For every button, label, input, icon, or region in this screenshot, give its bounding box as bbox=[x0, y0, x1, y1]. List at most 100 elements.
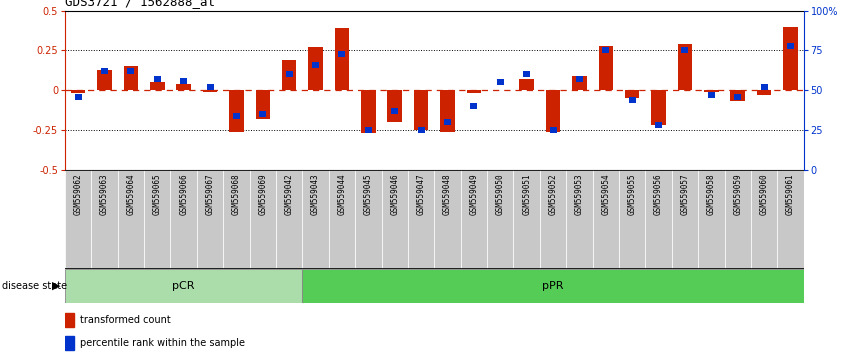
Bar bbox=[520, 79, 534, 90]
Text: ▶: ▶ bbox=[52, 281, 61, 291]
Text: GSM559046: GSM559046 bbox=[391, 173, 399, 215]
Bar bbox=[734, 93, 741, 100]
Bar bbox=[414, 90, 429, 130]
Bar bbox=[223, 170, 249, 269]
Bar bbox=[387, 90, 402, 122]
Bar bbox=[249, 170, 276, 269]
Bar bbox=[566, 170, 592, 269]
Bar bbox=[391, 108, 398, 114]
Bar bbox=[592, 170, 619, 269]
Bar bbox=[124, 67, 139, 90]
Text: GSM559048: GSM559048 bbox=[443, 173, 452, 215]
Bar bbox=[203, 90, 217, 92]
Text: GSM559049: GSM559049 bbox=[469, 173, 478, 215]
Text: percentile rank within the sample: percentile rank within the sample bbox=[81, 338, 245, 348]
Bar bbox=[497, 79, 504, 85]
Bar bbox=[576, 76, 583, 82]
Bar bbox=[65, 170, 91, 269]
Text: GSM559047: GSM559047 bbox=[417, 173, 425, 215]
Text: GSM559053: GSM559053 bbox=[575, 173, 584, 215]
Text: GDS3721 / 1562888_at: GDS3721 / 1562888_at bbox=[65, 0, 215, 8]
Bar bbox=[730, 90, 745, 101]
Bar bbox=[598, 46, 613, 90]
Text: GSM559052: GSM559052 bbox=[548, 173, 558, 215]
Bar bbox=[682, 47, 688, 53]
Text: GSM559058: GSM559058 bbox=[707, 173, 716, 215]
Bar bbox=[177, 84, 191, 90]
Bar bbox=[365, 127, 372, 133]
Bar bbox=[434, 170, 461, 269]
Bar bbox=[308, 47, 323, 90]
Bar bbox=[619, 170, 645, 269]
Bar bbox=[783, 27, 798, 90]
Text: transformed count: transformed count bbox=[81, 315, 171, 325]
Bar bbox=[101, 68, 108, 74]
Text: GSM559043: GSM559043 bbox=[311, 173, 320, 215]
Bar bbox=[339, 51, 346, 57]
Bar bbox=[144, 170, 171, 269]
Text: pCR: pCR bbox=[172, 281, 195, 291]
Bar bbox=[672, 170, 698, 269]
Bar bbox=[629, 97, 636, 103]
Bar bbox=[751, 170, 778, 269]
Bar bbox=[760, 84, 767, 90]
Bar bbox=[229, 90, 243, 132]
Bar bbox=[334, 28, 349, 90]
Bar bbox=[329, 170, 355, 269]
Bar bbox=[171, 170, 197, 269]
Bar bbox=[408, 170, 434, 269]
Bar bbox=[725, 170, 751, 269]
Bar bbox=[154, 76, 161, 82]
Bar bbox=[698, 170, 725, 269]
Bar bbox=[514, 170, 540, 269]
Text: pPR: pPR bbox=[542, 281, 564, 291]
Bar bbox=[550, 127, 557, 133]
Text: GSM559067: GSM559067 bbox=[205, 173, 215, 215]
Bar bbox=[444, 119, 451, 125]
Bar bbox=[65, 336, 74, 350]
Text: GSM559057: GSM559057 bbox=[681, 173, 689, 215]
Bar bbox=[461, 170, 487, 269]
Text: GSM559060: GSM559060 bbox=[759, 173, 768, 215]
Text: GSM559068: GSM559068 bbox=[232, 173, 241, 215]
Bar bbox=[91, 170, 118, 269]
Bar bbox=[523, 71, 530, 78]
Bar bbox=[361, 90, 376, 133]
Text: GSM559045: GSM559045 bbox=[364, 173, 373, 215]
Bar bbox=[704, 90, 719, 92]
Bar bbox=[71, 90, 86, 93]
Text: GSM559059: GSM559059 bbox=[734, 173, 742, 215]
Bar bbox=[470, 103, 477, 109]
Bar bbox=[540, 170, 566, 269]
Bar bbox=[440, 90, 455, 132]
Bar bbox=[276, 170, 302, 269]
Bar bbox=[787, 42, 794, 49]
Text: GSM559042: GSM559042 bbox=[285, 173, 294, 215]
Bar bbox=[572, 76, 586, 90]
Bar bbox=[417, 127, 424, 133]
Bar bbox=[150, 82, 165, 90]
Text: GSM559062: GSM559062 bbox=[74, 173, 82, 215]
Bar bbox=[382, 170, 408, 269]
Bar bbox=[625, 90, 639, 98]
Text: GSM559063: GSM559063 bbox=[100, 173, 109, 215]
Text: GSM559064: GSM559064 bbox=[126, 173, 135, 215]
Text: GSM559069: GSM559069 bbox=[258, 173, 268, 215]
Bar bbox=[74, 93, 81, 100]
Bar bbox=[118, 170, 144, 269]
Text: GSM559065: GSM559065 bbox=[152, 173, 162, 215]
Text: GSM559051: GSM559051 bbox=[522, 173, 531, 215]
Bar bbox=[180, 78, 187, 84]
Bar bbox=[487, 170, 514, 269]
Bar bbox=[255, 90, 270, 119]
Text: disease state: disease state bbox=[2, 281, 67, 291]
Bar bbox=[233, 113, 240, 119]
Bar bbox=[655, 122, 662, 129]
Bar bbox=[678, 44, 692, 90]
Bar bbox=[97, 69, 112, 90]
Bar bbox=[197, 170, 223, 269]
Bar bbox=[355, 170, 382, 269]
Bar bbox=[302, 170, 329, 269]
Bar bbox=[546, 90, 560, 132]
Bar bbox=[65, 269, 302, 303]
